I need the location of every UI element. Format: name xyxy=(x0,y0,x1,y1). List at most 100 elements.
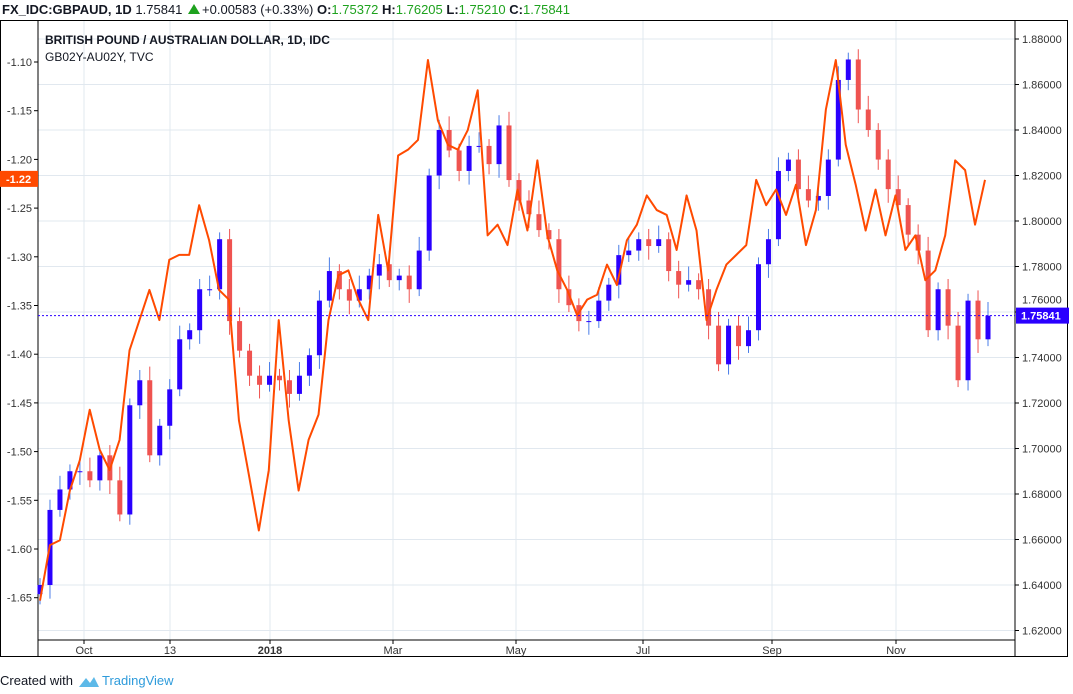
last-price-badge xyxy=(1016,307,1069,324)
candle-body xyxy=(616,255,622,285)
left-axis-tick-label: -1.50 xyxy=(7,447,32,459)
x-axis-tick-label: Oct xyxy=(75,645,92,657)
candle-body xyxy=(286,380,292,394)
left-axis-tick-label: -1.60 xyxy=(7,544,32,556)
close-label: C: xyxy=(509,2,524,17)
candle-body xyxy=(736,325,742,347)
candle-body xyxy=(835,79,841,160)
right-axis-tick-label: 1.88000 xyxy=(1022,34,1062,46)
right-axis-tick-label: 1.80000 xyxy=(1022,216,1062,228)
up-triangle-icon xyxy=(188,4,201,14)
candle-body xyxy=(326,271,332,301)
candle-body xyxy=(167,389,173,426)
candle-body xyxy=(77,471,83,473)
x-axis-tick-label: Mar xyxy=(384,645,403,657)
right-axis-tick-label: 1.72000 xyxy=(1022,398,1062,410)
candle-body xyxy=(775,170,781,240)
candle-body xyxy=(546,230,552,240)
candle-body xyxy=(805,189,811,201)
symbol-header: FX_IDC:GBPAUD, 1D 1.75841 +0.00583 (+0.3… xyxy=(2,2,570,17)
candle-body xyxy=(875,130,881,160)
candle-body xyxy=(276,375,282,381)
candle-body xyxy=(526,200,532,215)
candle-body xyxy=(755,264,761,331)
created-with-text: Created with xyxy=(0,673,73,688)
candle-body xyxy=(237,321,243,351)
candle-body xyxy=(207,289,213,291)
candle-body xyxy=(117,480,123,515)
x-axis-tick-label: 2018 xyxy=(258,645,282,657)
chart-title: BRITISH POUND / AUSTRALIAN DOLLAR, 1D, I… xyxy=(45,33,330,47)
left-axis-tick-label: -1.10 xyxy=(7,57,32,69)
left-axis-tick-label: -1.30 xyxy=(7,252,32,264)
candle-body xyxy=(496,125,502,165)
left-axis-tick-label: -1.20 xyxy=(7,154,32,166)
x-axis-tick-label: Nov xyxy=(886,645,906,657)
candle-body xyxy=(67,471,73,490)
symbol-name: FX_IDC:GBPAUD, 1D xyxy=(2,2,132,17)
candle-body xyxy=(905,205,911,235)
candle-body xyxy=(506,125,512,181)
candle-body xyxy=(945,289,951,326)
candle-body xyxy=(456,150,462,171)
candle-body xyxy=(406,275,412,290)
right-axis-tick-label: 1.82000 xyxy=(1022,171,1062,183)
candle-body xyxy=(726,325,732,365)
tradingview-logo-icon xyxy=(78,676,99,687)
candle-body xyxy=(955,325,961,381)
candle-body xyxy=(566,289,572,306)
left-axis-tick-label: -1.25 xyxy=(7,203,32,215)
candle-body xyxy=(346,289,352,301)
candle-body xyxy=(137,380,143,406)
candle-body xyxy=(436,130,442,176)
right-axis-tick-label: 1.76000 xyxy=(1022,295,1062,307)
candle-body xyxy=(556,239,562,290)
candle-body xyxy=(247,350,253,376)
candle-body xyxy=(895,189,901,206)
right-axis-tick-label: 1.74000 xyxy=(1022,353,1062,365)
right-axis-tick-label: 1.78000 xyxy=(1022,262,1062,274)
last-price-badge-label: 1.75841 xyxy=(1021,311,1061,323)
candle-body xyxy=(197,289,203,331)
left-axis-tick-label: -1.35 xyxy=(7,301,32,313)
candle-body xyxy=(855,59,861,110)
right-axis-tick-label: 1.86000 xyxy=(1022,80,1062,92)
candle-body xyxy=(586,321,592,323)
candle-body xyxy=(177,339,183,390)
x-axis-tick-label: Sep xyxy=(762,645,782,657)
last-price: 1.75841 xyxy=(135,2,183,17)
close-value: 1.75841 xyxy=(523,2,571,17)
left-axis-tick-label: -1.55 xyxy=(7,495,32,507)
open-value: 1.75372 xyxy=(331,2,379,17)
candle-body xyxy=(686,280,692,285)
x-axis-tick-label: Jul xyxy=(636,645,650,657)
candle-body xyxy=(476,145,482,147)
candle-body xyxy=(97,455,103,481)
candle-body xyxy=(257,375,263,385)
candle-body xyxy=(646,239,652,247)
candle-body xyxy=(716,325,722,365)
candle-body xyxy=(376,264,382,276)
candle-body xyxy=(227,239,233,322)
candle-body xyxy=(516,180,522,201)
candle-body xyxy=(306,355,312,376)
candle-body xyxy=(386,264,392,281)
candle-body xyxy=(486,145,492,165)
right-axis-tick-label: 1.64000 xyxy=(1022,580,1062,592)
candle-body xyxy=(37,585,43,595)
low-label: L: xyxy=(446,2,459,17)
last-spread-badge-label: -1.22 xyxy=(6,174,31,186)
right-axis-tick-label: 1.66000 xyxy=(1022,535,1062,547)
candle-body xyxy=(596,300,602,322)
candle-body xyxy=(356,289,362,301)
candle-body xyxy=(985,315,991,340)
right-axis-tick-label: 1.84000 xyxy=(1022,125,1062,137)
tradingview-link[interactable]: TradingView xyxy=(101,673,174,688)
chart-frame xyxy=(0,20,1068,657)
candle-body xyxy=(845,59,851,80)
candle-body xyxy=(785,159,791,171)
candle-body xyxy=(885,159,891,190)
candle-body xyxy=(296,375,302,394)
candle-body xyxy=(217,239,223,290)
